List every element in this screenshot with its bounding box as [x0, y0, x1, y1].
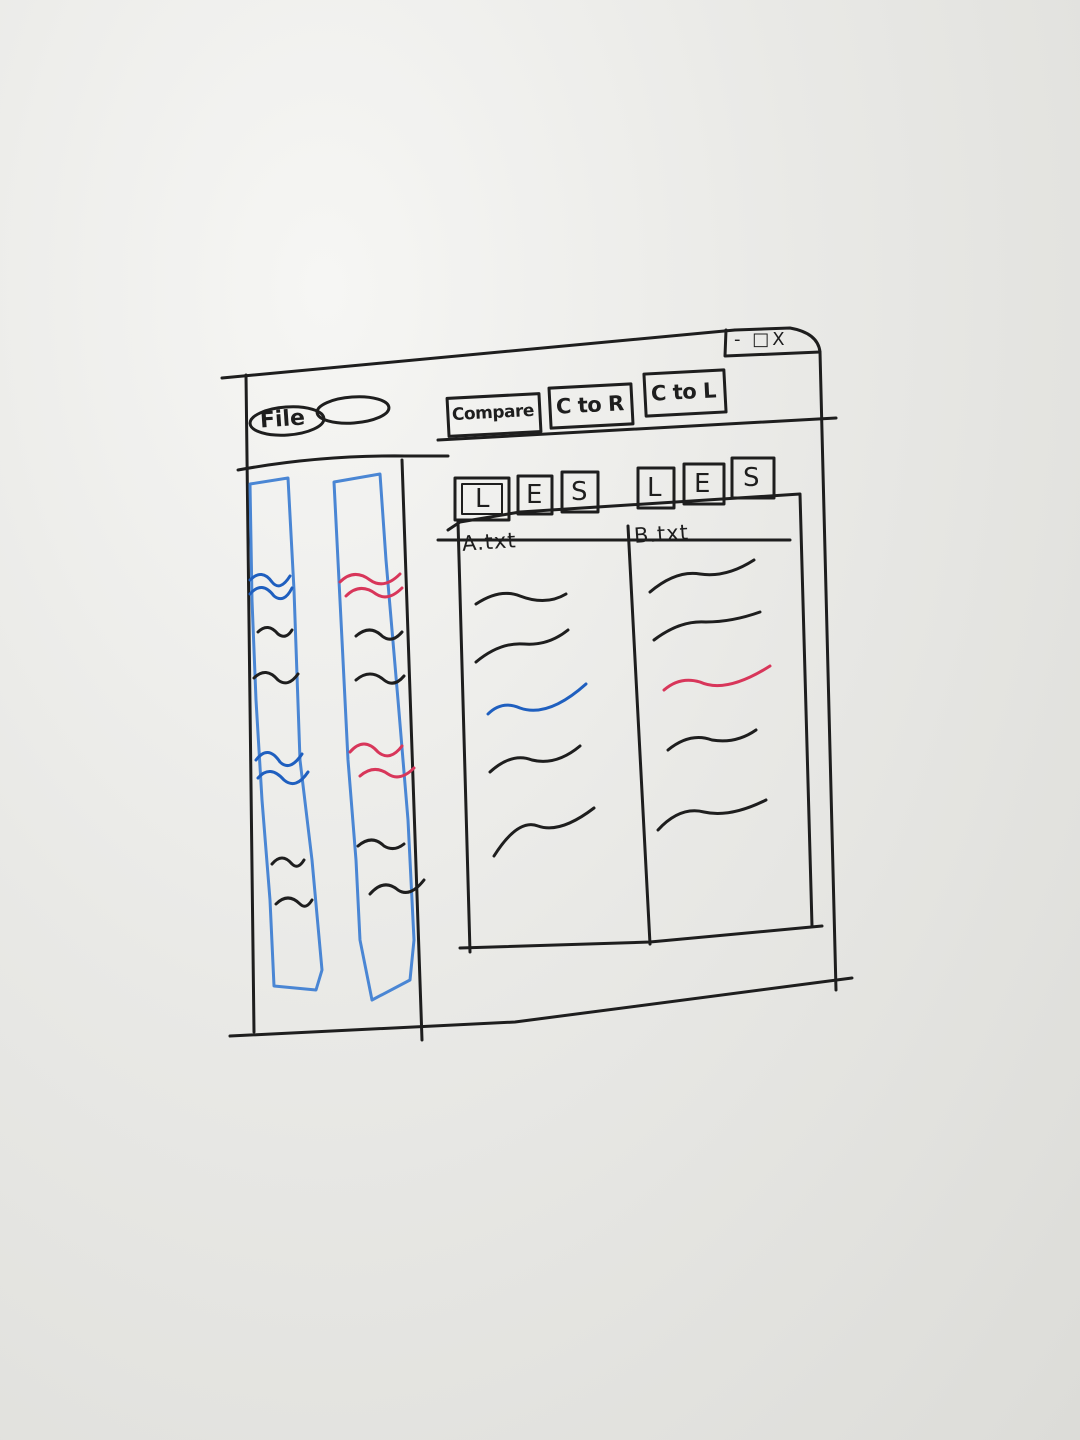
window-controls[interactable] — [723, 328, 822, 358]
sidebar-divider — [236, 454, 450, 472]
toggle-s-left-label: S — [571, 477, 588, 507]
compare-button[interactable] — [445, 392, 543, 438]
view-toggle-group-left — [453, 470, 600, 522]
left-file-lines — [474, 591, 596, 858]
left-file-header: A.txt — [461, 528, 518, 556]
copy-to-left-label: C to L — [650, 378, 717, 406]
diff-panel — [436, 492, 824, 954]
toggle-l-right-label: L — [647, 473, 662, 503]
menubar-divider — [436, 416, 838, 442]
toggle-s-left[interactable] — [560, 470, 600, 514]
right-overview-strip[interactable] — [332, 472, 416, 1002]
toggle-e-left-label: E — [526, 480, 543, 510]
toggle-e-right-label: E — [694, 469, 711, 499]
copy-to-left-button[interactable] — [642, 368, 728, 418]
menu-item-blank[interactable] — [315, 395, 391, 426]
toggle-e-left[interactable] — [516, 474, 554, 516]
sidebar-right-edge — [400, 458, 424, 1042]
toggle-l-left[interactable] — [453, 476, 511, 522]
toggle-e-right[interactable] — [682, 462, 726, 506]
copy-to-right-label: C to R — [555, 391, 625, 419]
left-strip-diff-marks — [248, 573, 314, 908]
right-file-lines — [648, 558, 772, 832]
right-file-header: B.txt — [633, 520, 690, 548]
window-controls-label: - □X — [734, 329, 788, 350]
file-menu-label: File — [259, 405, 306, 434]
toggle-l-right[interactable] — [636, 466, 676, 510]
left-overview-strip[interactable] — [248, 476, 324, 992]
compare-button-label: Compare — [451, 400, 535, 426]
right-strip-diff-marks — [338, 572, 426, 896]
toggle-s-right-label: S — [743, 463, 760, 493]
copy-to-right-button[interactable] — [547, 382, 635, 430]
toggle-l-left-label: L — [475, 484, 490, 514]
